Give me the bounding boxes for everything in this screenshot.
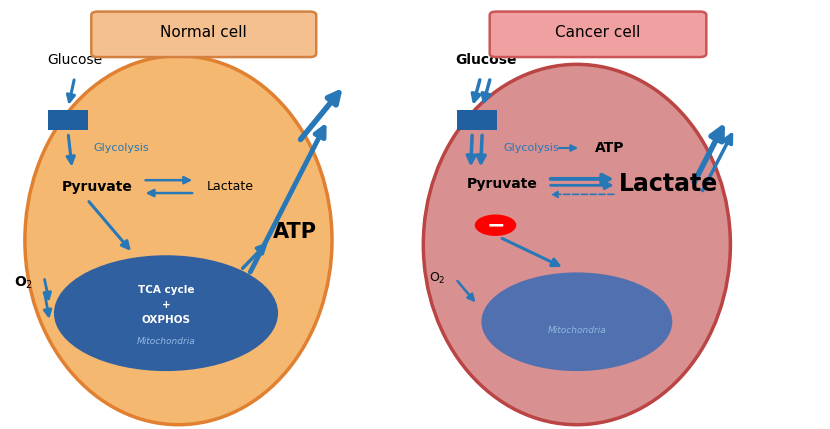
Text: O$_2$: O$_2$	[13, 275, 33, 291]
Text: ATP: ATP	[272, 222, 317, 242]
Text: Pyruvate: Pyruvate	[61, 180, 133, 193]
Text: Mitochondria: Mitochondria	[137, 337, 195, 345]
Circle shape	[475, 214, 516, 236]
Text: Glucose: Glucose	[455, 53, 516, 67]
FancyBboxPatch shape	[91, 12, 316, 57]
FancyBboxPatch shape	[490, 12, 706, 57]
Text: TCA cycle: TCA cycle	[138, 284, 194, 295]
Text: OXPHOS: OXPHOS	[141, 314, 191, 325]
Bar	[457, 110, 497, 130]
Bar	[48, 110, 88, 130]
Text: Lactate: Lactate	[207, 180, 253, 193]
Ellipse shape	[25, 56, 332, 425]
Text: ATP: ATP	[595, 141, 625, 155]
Text: O$_2$: O$_2$	[429, 271, 446, 287]
Text: Glycolysis: Glycolysis	[504, 143, 559, 153]
Text: Cancer cell: Cancer cell	[555, 25, 640, 39]
Text: −: −	[486, 215, 505, 235]
Text: +: +	[162, 299, 170, 310]
Ellipse shape	[423, 64, 730, 425]
Circle shape	[481, 272, 672, 371]
Text: Pyruvate: Pyruvate	[466, 178, 538, 191]
Text: Glucose: Glucose	[47, 53, 102, 67]
Text: Lactate: Lactate	[619, 172, 719, 196]
Text: Glycolysis: Glycolysis	[93, 143, 149, 153]
Circle shape	[54, 255, 278, 371]
Text: Normal cell: Normal cell	[160, 25, 247, 39]
Text: Mitochondria: Mitochondria	[548, 326, 606, 335]
